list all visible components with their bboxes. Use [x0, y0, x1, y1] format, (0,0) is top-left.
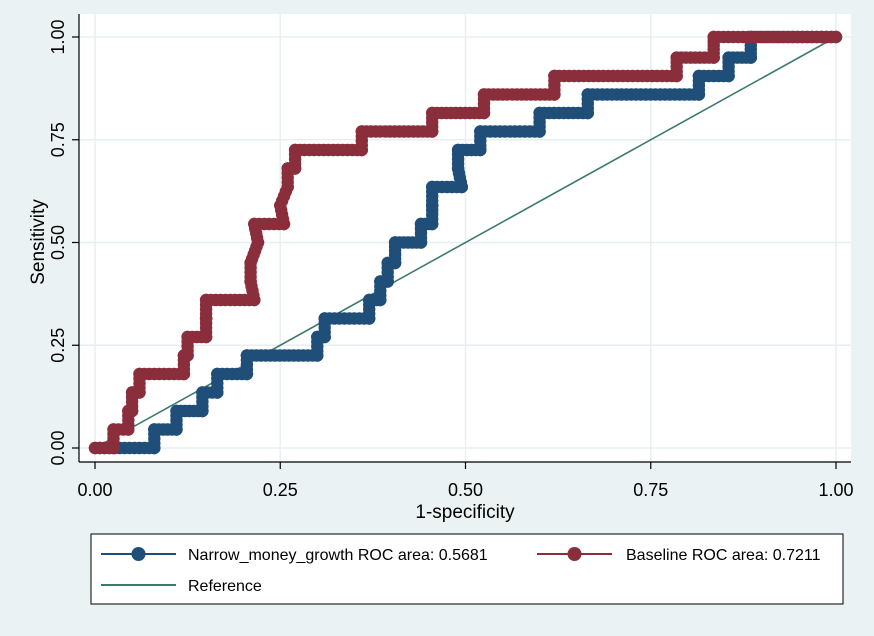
legend-swatch-marker-0 [131, 547, 146, 561]
legend-item-0: Narrow_money_growth ROC area: 0.5681 [101, 547, 488, 564]
y-tick-label-3: 0.75 [48, 122, 68, 157]
series-1-point [829, 30, 843, 44]
y-tick-label-0: 0.00 [48, 430, 68, 465]
series-1 [88, 30, 843, 455]
legend: Narrow_money_growth ROC area: 0.5681 Base… [90, 533, 844, 605]
legend-item-1: Baseline ROC area: 0.7211 [537, 547, 821, 564]
y-axis-title: Sensitivity [28, 199, 49, 285]
legend-label-2: Reference [188, 578, 262, 595]
x-tick-label-3: 0.75 [633, 480, 668, 500]
legend-label-1: Baseline ROC area: 0.7211 [626, 547, 821, 564]
tick-labels: 0.00 0.25 0.50 0.75 1.00 0.00 0.25 0.50 0.75 1.00 [48, 19, 854, 500]
series-0 [88, 30, 843, 455]
legend-label-0: Narrow_money_growth ROC area: 0.5681 [188, 547, 488, 564]
x-axis-title: 1-specificity [415, 502, 515, 523]
x-tick-label-1: 0.25 [263, 480, 298, 500]
y-tick-label-4: 1.00 [48, 19, 68, 54]
y-tick-label-2: 0.50 [48, 225, 68, 260]
y-tick-label-1: 0.25 [48, 328, 68, 363]
x-tick-label-2: 0.50 [448, 480, 483, 500]
legend-item-2: Reference [101, 578, 262, 595]
legend-box [90, 533, 844, 605]
legend-swatch-marker-1 [567, 547, 582, 561]
x-tick-label-0: 0.00 [77, 480, 112, 500]
series-layer [88, 30, 843, 455]
x-tick-label-4: 1.00 [818, 480, 853, 500]
